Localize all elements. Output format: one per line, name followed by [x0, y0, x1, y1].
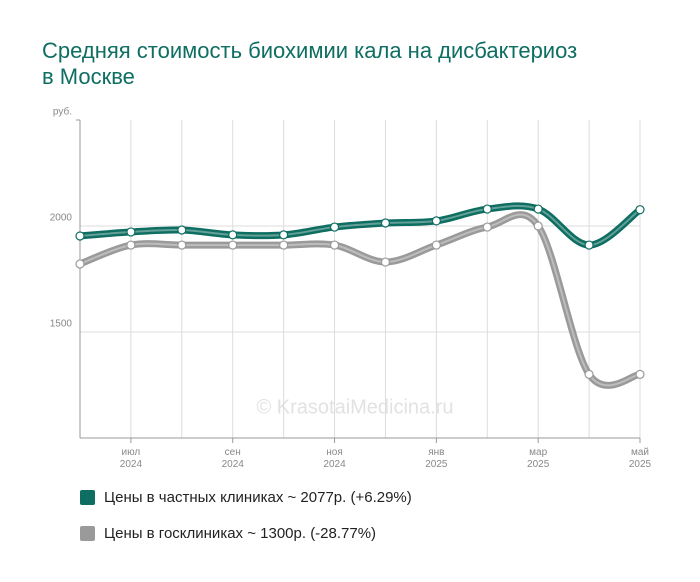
legend-swatch	[80, 490, 95, 505]
point	[533, 221, 543, 231]
point	[279, 240, 289, 250]
point	[635, 369, 645, 379]
point	[482, 222, 492, 232]
point	[75, 231, 85, 241]
point	[584, 240, 594, 250]
point	[431, 240, 441, 250]
point	[380, 257, 391, 267]
point	[228, 230, 238, 240]
chart-title: Средняя стоимость биохимии кала на дисба…	[42, 38, 577, 89]
x-tick-label: мар 2025	[527, 447, 550, 470]
point	[329, 222, 340, 232]
x-tick-label: янв 2025	[425, 447, 448, 470]
watermark: © KrasotaiMedicina.ru	[256, 396, 453, 418]
point	[126, 240, 136, 250]
x-tick-label: сен 2024	[222, 447, 245, 470]
point	[75, 259, 85, 269]
legend-swatch	[80, 526, 95, 541]
point	[177, 240, 187, 250]
legend-label: Цены в госклиниках ~ 1300р. (-28.77%)	[104, 525, 376, 542]
point	[482, 204, 492, 214]
legend-label: Цены в частных клиниках ~ 2077р. (+6.29%…	[104, 489, 412, 506]
x-tick-label: июл 2024	[120, 447, 143, 470]
point	[533, 204, 543, 214]
y-tick-label: 2000	[50, 213, 73, 224]
point	[228, 240, 238, 250]
point	[380, 218, 391, 228]
point	[279, 230, 289, 240]
point	[126, 227, 136, 237]
point	[177, 225, 187, 235]
series-line-outline	[76, 211, 644, 389]
point	[584, 369, 594, 379]
y-tick-label: руб.	[53, 106, 72, 118]
point	[635, 205, 645, 215]
x-tick-label: ноя 2024	[323, 447, 346, 470]
series-line	[79, 213, 641, 387]
y-tick-label: 1500	[50, 319, 73, 330]
point	[431, 216, 441, 226]
point	[329, 240, 340, 250]
x-tick-label: май 2025	[629, 447, 652, 470]
